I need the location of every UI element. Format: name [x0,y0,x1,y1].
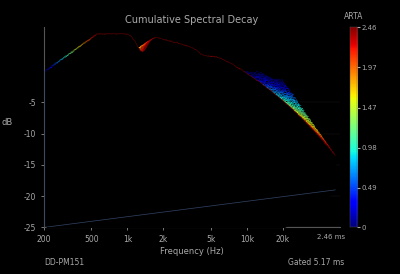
Text: 2.46 ms: 2.46 ms [317,234,345,240]
X-axis label: Frequency (Hz): Frequency (Hz) [160,247,224,256]
Y-axis label: dB: dB [2,118,13,127]
Polygon shape [44,190,335,230]
Text: ARTA: ARTA [344,12,363,21]
Text: Gated 5.17 ms: Gated 5.17 ms [288,258,344,267]
Title: Cumulative Spectral Decay: Cumulative Spectral Decay [125,15,259,25]
Text: DD-PM151: DD-PM151 [44,258,84,267]
